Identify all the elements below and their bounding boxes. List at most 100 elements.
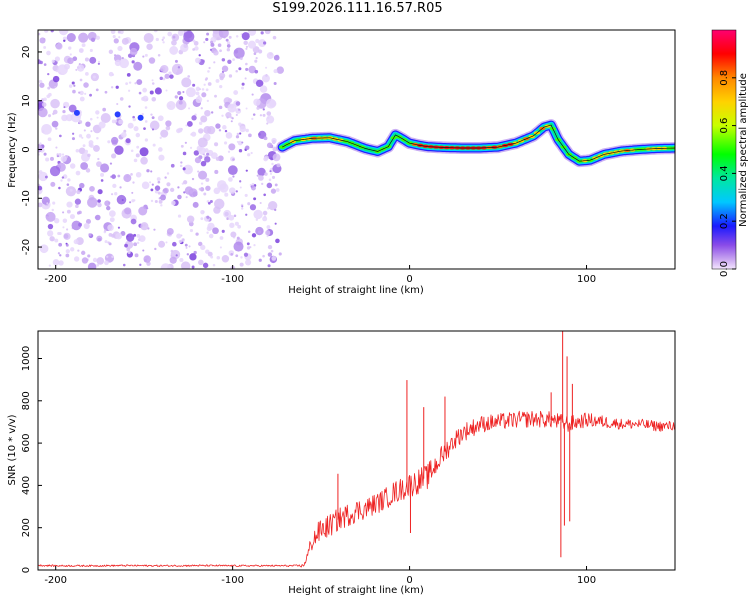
- noise-blob: [75, 204, 79, 209]
- snr-x-tick-label: 100: [577, 575, 596, 586]
- noise-blob: [140, 222, 149, 231]
- noise-blob: [44, 175, 48, 179]
- noise-blob: [263, 215, 267, 218]
- noise-hotspot: [73, 109, 80, 116]
- noise-blob: [156, 177, 161, 182]
- noise-blob: [62, 218, 68, 223]
- colorbar-tick-label: 0.6: [719, 118, 730, 134]
- noise-blob: [157, 53, 161, 57]
- noise-blob: [132, 115, 135, 119]
- noise-blob: [214, 198, 225, 210]
- noise-blob: [253, 52, 257, 56]
- noise-blob: [70, 247, 75, 252]
- noise-blob: [221, 114, 224, 117]
- noise-blob: [130, 149, 134, 152]
- noise-blob: [200, 107, 203, 110]
- noise-blob: [266, 142, 273, 149]
- noise-blob: [263, 155, 269, 161]
- noise-blob: [54, 238, 59, 243]
- noise-blob: [254, 59, 258, 63]
- noise-blob: [232, 175, 235, 178]
- noise-blob: [227, 150, 231, 153]
- noise-blob: [191, 177, 195, 181]
- noise-blob: [250, 151, 253, 155]
- noise-blob: [62, 36, 67, 41]
- noise-blob: [150, 188, 154, 192]
- noise-blob: [95, 110, 100, 115]
- noise-blob: [270, 172, 273, 175]
- noise-blob: [245, 145, 250, 150]
- spectrogram-x-tick-label: 0: [406, 274, 412, 285]
- noise-blob: [228, 177, 233, 182]
- noise-blob: [104, 200, 111, 207]
- noise-blob: [276, 163, 281, 168]
- noise-blob: [258, 258, 262, 262]
- noise-blob: [49, 236, 55, 242]
- noise-blob: [50, 98, 60, 109]
- noise-blob: [198, 147, 206, 155]
- noise-blob: [216, 37, 220, 41]
- noise-blob: [164, 176, 167, 179]
- noise-blob: [209, 48, 212, 51]
- noise-blob: [141, 181, 150, 190]
- noise-blob: [133, 242, 138, 247]
- noise-blob: [229, 187, 236, 194]
- noise-blob: [264, 172, 268, 176]
- noise-blob: [136, 241, 140, 245]
- noise-blob: [97, 62, 101, 65]
- noise-blob: [66, 209, 71, 214]
- noise-blob: [222, 125, 227, 130]
- noise-blob: [146, 169, 150, 173]
- spectrogram-y-tick-label: -10: [21, 190, 32, 206]
- noise-blob: [258, 49, 263, 54]
- noise-blob: [80, 162, 89, 170]
- noise-blob: [39, 37, 46, 44]
- noise-blob: [120, 231, 126, 236]
- noise-blob: [195, 96, 203, 104]
- noise-blob: [62, 110, 66, 114]
- noise-blob: [178, 96, 184, 101]
- noise-blob: [184, 243, 188, 247]
- colorbar: 0.0 0.2 0.4 0.6 0.8 Normalized spectral ampl…: [711, 29, 749, 277]
- noise-blob: [135, 171, 142, 178]
- noise-blob: [45, 30, 49, 33]
- noise-blob: [107, 224, 114, 231]
- noise-blob: [169, 74, 174, 79]
- noise-blob: [38, 171, 48, 182]
- noise-blob: [215, 123, 221, 129]
- noise-blob: [272, 35, 277, 40]
- noise-blob: [206, 231, 209, 234]
- noise-blob: [225, 132, 233, 139]
- noise-blob: [55, 146, 58, 149]
- noise-blob: [215, 78, 220, 83]
- noise-blob: [55, 42, 63, 50]
- noise-blob: [134, 253, 139, 258]
- noise-blob: [58, 242, 63, 247]
- noise-blob: [88, 233, 92, 237]
- noise-blob: [214, 169, 219, 174]
- noise-blob: [41, 102, 47, 107]
- noise-blob: [197, 170, 200, 173]
- noise-blob: [262, 254, 265, 258]
- noise-blob: [262, 210, 268, 216]
- noise-blob: [195, 57, 201, 64]
- noise-blob: [75, 68, 78, 71]
- noise-blob: [239, 57, 243, 61]
- noise-blob: [48, 264, 51, 267]
- noise-blob: [129, 201, 132, 204]
- noise-blob: [248, 133, 252, 138]
- noise-blob: [257, 230, 262, 234]
- noise-blob: [154, 247, 157, 251]
- noise-blob: [253, 209, 263, 220]
- noise-blob: [216, 255, 221, 260]
- noise-blob: [119, 97, 124, 101]
- noise-blob: [178, 239, 182, 244]
- noise-blob: [139, 263, 142, 266]
- noise-blob: [259, 201, 262, 205]
- noise-blob: [134, 82, 137, 85]
- noise-blob: [239, 132, 242, 135]
- noise-blob: [114, 119, 118, 123]
- noise-blob: [52, 112, 55, 116]
- snr-panel: -200 -100 0 100 0 200 400 600 800 1000 Height of…: [7, 330, 676, 596]
- noise-blob: [46, 50, 51, 56]
